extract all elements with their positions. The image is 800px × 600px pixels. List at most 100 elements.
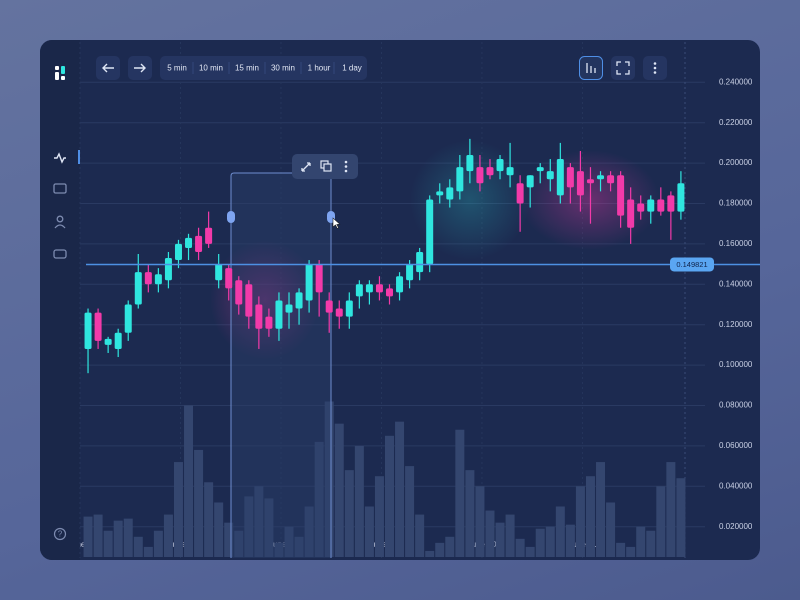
y-tick-label: 0.220000 [719, 118, 753, 127]
help-glyph: ? [58, 530, 63, 539]
candle-body [225, 268, 233, 289]
selection-handle[interactable] [227, 211, 235, 223]
y-tick-label: 0.200000 [719, 158, 753, 167]
candle-body [667, 195, 675, 212]
volume-bar [113, 520, 123, 557]
candle-body [315, 264, 323, 293]
candle-body [436, 191, 444, 196]
volume-bar [465, 470, 475, 557]
help-icon[interactable]: ? [53, 527, 67, 541]
volume-bar [284, 526, 294, 557]
expand-icon[interactable] [301, 162, 311, 172]
volume-bar [585, 476, 595, 557]
volume-bar [575, 486, 585, 557]
candle-body [245, 284, 253, 317]
volume-bar [405, 466, 415, 557]
volume-bar [384, 435, 394, 557]
volume-bar [224, 522, 234, 557]
candle-body [265, 316, 273, 329]
volume-bar [676, 478, 686, 557]
candle-body [185, 237, 193, 248]
price-label: 0.149821 [676, 260, 707, 269]
price-tag [670, 257, 714, 272]
candle-body [195, 235, 203, 252]
interval-button[interactable]: 10 min [199, 64, 223, 73]
more-icon[interactable] [344, 160, 348, 173]
volume-bar [214, 502, 224, 557]
candle-body [637, 203, 645, 212]
candle-body [607, 175, 615, 184]
candle-body [335, 308, 343, 317]
candle-body [215, 264, 223, 281]
candle-body [144, 272, 152, 285]
volume-bar [173, 462, 183, 557]
volume-bar [415, 514, 425, 557]
inbox-nav-icon[interactable] [53, 249, 67, 259]
candle-body [154, 274, 162, 285]
candle-body [134, 272, 142, 305]
volume-bar [83, 516, 93, 557]
volume-bar [304, 506, 314, 557]
candle-body [104, 338, 112, 345]
cursor [332, 217, 341, 229]
y-tick-label: 0.240000 [719, 77, 753, 86]
interval-button[interactable]: 1 day [342, 64, 362, 73]
candle-body [385, 288, 393, 297]
candle-body [516, 183, 524, 204]
volume-bar [656, 486, 666, 557]
y-tick-label: 0.160000 [719, 239, 753, 248]
fullscreen-button[interactable] [611, 56, 635, 80]
user-nav-icon[interactable] [54, 215, 66, 229]
candle-body [365, 284, 373, 293]
candle-body [124, 304, 132, 333]
logo [55, 66, 65, 80]
volume-bar [153, 530, 163, 557]
candle-body [255, 304, 263, 329]
volume-bar [143, 546, 153, 557]
volume-bar [395, 421, 405, 557]
candle-body [295, 292, 303, 309]
candle-body [416, 251, 424, 273]
candle-body [647, 199, 655, 212]
bars-icon [586, 63, 596, 73]
volume-bar [254, 486, 264, 557]
volume-bar [294, 536, 304, 557]
candle-body [627, 199, 635, 228]
candle-body [164, 258, 172, 281]
volume-bar [274, 542, 284, 557]
volume-bar [606, 502, 616, 557]
interval-button[interactable]: 15 min [235, 64, 259, 73]
candle-body [94, 312, 102, 341]
candle-body [396, 276, 404, 293]
volume-bar [616, 542, 626, 557]
volume-bar [636, 526, 646, 557]
chart-nav-icon[interactable] [54, 152, 66, 164]
volume-bar [344, 470, 354, 557]
volume-bar [244, 496, 254, 557]
volume-bar [515, 538, 525, 557]
selection-area [231, 173, 331, 558]
candle-body [375, 284, 383, 293]
y-tick-label: 0.180000 [719, 199, 753, 208]
copy-icon [323, 163, 332, 172]
y-tick-label: 0.080000 [719, 401, 753, 410]
volume-bar [435, 542, 445, 557]
interval-button[interactable]: 30 min [271, 64, 295, 73]
candle-body [355, 284, 363, 297]
y-tick-label: 0.040000 [719, 481, 753, 490]
candle-body [506, 167, 514, 176]
interval-button[interactable]: 5 min [167, 64, 187, 73]
candle-body [275, 300, 283, 329]
candle-body [174, 243, 182, 261]
y-tick-label: 0.020000 [719, 522, 753, 531]
volume-bar [234, 530, 244, 557]
candle-body [617, 175, 625, 216]
interval-button[interactable]: 1 hour [308, 64, 331, 73]
volume-bar [666, 462, 676, 557]
volume-bar [445, 536, 455, 557]
volume-bar [525, 546, 535, 557]
wallet-nav-icon[interactable] [53, 183, 67, 194]
forward-icon [134, 63, 146, 73]
